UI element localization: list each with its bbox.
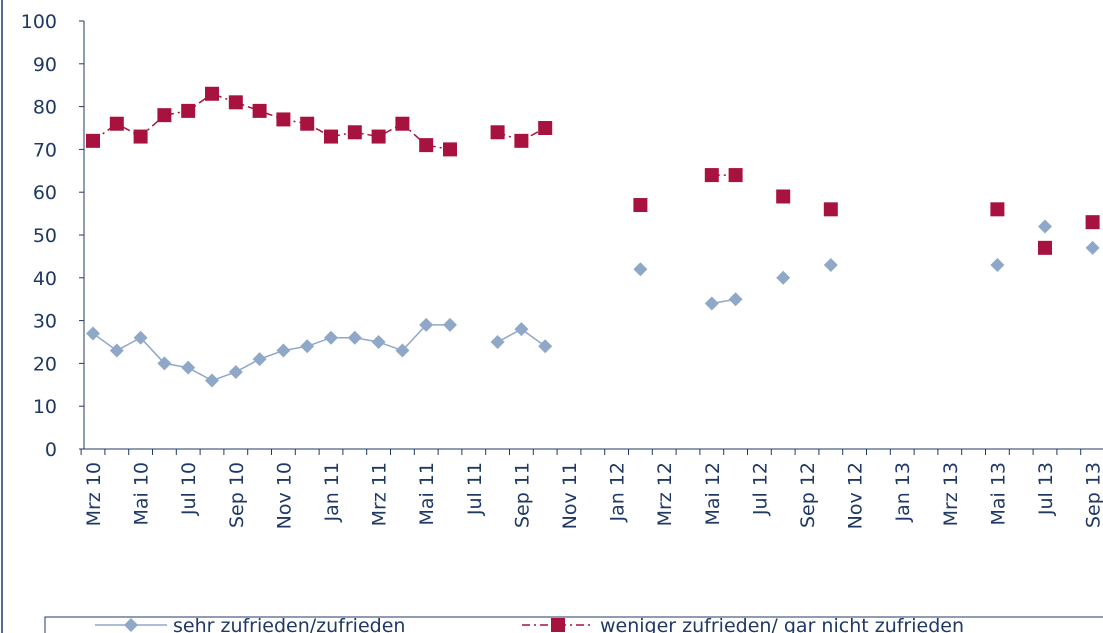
y-tick-label: 0 <box>45 439 57 461</box>
marker <box>371 335 386 349</box>
marker <box>205 373 219 388</box>
marker <box>490 335 505 349</box>
marker <box>728 292 743 307</box>
marker <box>395 343 410 358</box>
y-tick-label: 40 <box>33 268 57 290</box>
marker <box>704 168 719 183</box>
marker <box>324 129 338 144</box>
x-tick-label: Jul 13 <box>1035 462 1057 516</box>
marker <box>276 343 291 358</box>
series-line <box>93 248 1093 381</box>
marker <box>109 343 124 358</box>
x-tick-label: Nov 12 <box>845 462 867 529</box>
x-tick-label: Jul 10 <box>178 462 200 516</box>
marker <box>776 189 791 204</box>
marker <box>990 202 1005 217</box>
legend-symbol <box>551 618 565 632</box>
legend-label: sehr zufrieden/zufrieden <box>173 615 405 633</box>
marker <box>181 103 196 118</box>
y-tick-label: 10 <box>33 396 57 418</box>
marker <box>776 270 791 285</box>
marker <box>300 116 315 131</box>
y-tick-label: 60 <box>33 182 57 204</box>
y-tick-label: 70 <box>33 139 57 161</box>
marker <box>419 138 434 153</box>
marker <box>133 330 148 345</box>
marker <box>633 198 648 213</box>
x-tick-label: Jul 11 <box>464 462 486 516</box>
x-tick-label: Jan 11 <box>321 462 343 523</box>
marker <box>443 317 457 332</box>
x-tick-label: Mai 12 <box>702 462 724 526</box>
legend-label: weniger zufrieden/ gar nicht zufrieden <box>600 615 964 633</box>
marker <box>419 317 434 332</box>
x-tick-label: Jan 12 <box>607 462 629 523</box>
x-tick-label: Sep 10 <box>226 462 248 528</box>
series-line <box>93 94 1093 222</box>
x-tick-label: Mrz 11 <box>369 462 391 526</box>
x-tick-label: Sep 11 <box>511 462 533 528</box>
marker <box>728 168 743 183</box>
marker <box>1038 219 1052 234</box>
marker <box>1085 215 1100 230</box>
marker <box>228 95 243 110</box>
marker <box>276 112 291 127</box>
x-tick-label: Nov 10 <box>273 462 295 529</box>
marker <box>133 129 148 144</box>
marker <box>157 108 172 123</box>
x-tick-label: Sep 13 <box>1083 462 1103 528</box>
marker <box>538 339 553 354</box>
marker <box>109 116 124 131</box>
x-tick-label: Mai 13 <box>987 462 1009 526</box>
x-tick-label: Mai 10 <box>131 462 153 526</box>
marker <box>823 202 838 217</box>
marker <box>1085 240 1100 255</box>
x-tick-label: Jan 13 <box>892 462 914 523</box>
marker <box>1038 240 1052 255</box>
marker <box>324 330 338 345</box>
x-tick-label: Sep 12 <box>797 462 819 528</box>
marker <box>633 262 648 277</box>
marker <box>704 296 719 311</box>
y-tick-label: 90 <box>33 54 57 76</box>
y-tick-label: 100 <box>21 11 57 33</box>
marker <box>347 330 362 345</box>
x-tick-label: Mai 11 <box>416 462 438 526</box>
legend-box <box>44 616 1103 633</box>
marker <box>443 142 457 157</box>
y-tick-label: 20 <box>33 353 57 375</box>
marker <box>86 326 100 341</box>
marker <box>538 121 553 135</box>
x-tick-label: Nov 11 <box>559 462 581 529</box>
marker <box>514 322 529 337</box>
marker <box>252 103 267 118</box>
marker <box>86 133 100 148</box>
marker <box>181 360 196 375</box>
marker <box>514 133 529 148</box>
marker <box>205 86 219 101</box>
marker <box>371 129 386 144</box>
marker <box>990 257 1005 272</box>
y-tick-label: 30 <box>33 311 57 333</box>
marker <box>823 257 838 272</box>
marker <box>252 352 267 367</box>
legend-symbol <box>124 618 138 632</box>
legend-marker <box>124 618 138 632</box>
y-tick-label: 80 <box>33 97 57 119</box>
x-tick-label: Mrz 13 <box>940 462 962 526</box>
marker <box>347 125 362 140</box>
marker <box>228 364 243 379</box>
marker <box>395 116 410 131</box>
marker <box>490 125 505 140</box>
marker <box>157 356 172 371</box>
legend-marker <box>551 618 565 632</box>
x-tick-label: Mrz 10 <box>83 462 105 526</box>
x-tick-label: Mrz 12 <box>654 462 676 526</box>
marker <box>300 339 315 354</box>
y-tick-label: 50 <box>33 225 57 247</box>
x-tick-label: Jul 12 <box>749 462 771 516</box>
